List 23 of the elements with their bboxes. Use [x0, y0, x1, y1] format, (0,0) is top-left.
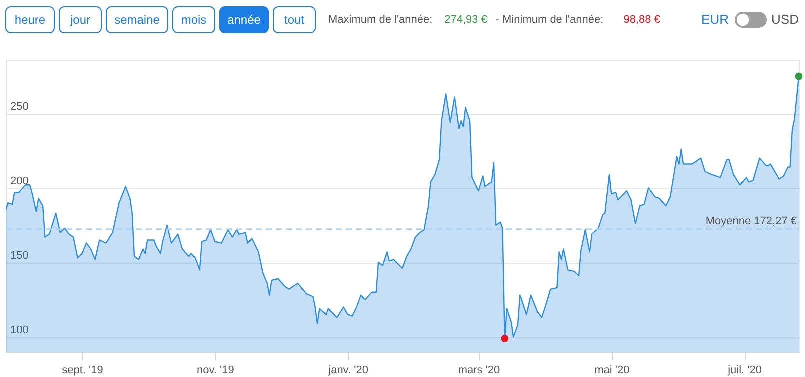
- text: mois: [181, 13, 207, 27]
- y-tick-label: 200: [10, 176, 29, 188]
- x-tick-label: mars '20: [458, 364, 500, 376]
- text: heure: [14, 13, 46, 27]
- text: année: [228, 13, 262, 27]
- x-tick-label: juil. '20: [727, 364, 762, 376]
- text: 98,88 €: [624, 14, 660, 26]
- text: jour: [69, 13, 91, 27]
- text: 274,93 €: [444, 14, 488, 26]
- y-tick-label: 100: [10, 324, 29, 337]
- text: semaine: [114, 13, 160, 27]
- ref-line-label: Moyenne 172,27 €: [706, 215, 797, 228]
- y-tick-label: 150: [10, 250, 29, 262]
- y-tick-label: 250: [10, 101, 29, 114]
- text: Maximum de l'année:: [328, 14, 433, 26]
- x-tick-label: janv. '20: [328, 364, 368, 376]
- text: EUR: [702, 12, 729, 27]
- text: - Minimum de l'année:: [496, 14, 604, 26]
- text: USD: [772, 12, 799, 27]
- x-tick-label: nov. '19: [196, 364, 234, 376]
- x-tick-label: sept. '19: [62, 364, 104, 376]
- x-tick-label: mai '20: [594, 364, 630, 376]
- text: tout: [284, 13, 306, 27]
